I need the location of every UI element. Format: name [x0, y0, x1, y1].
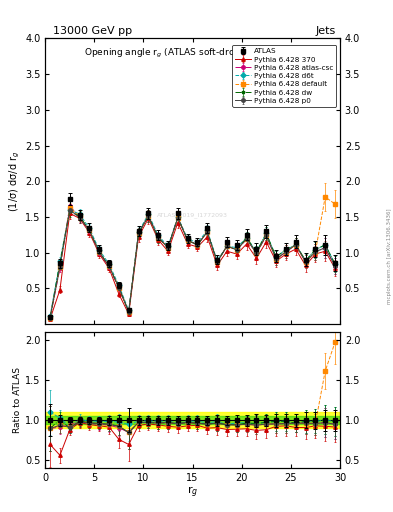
- Text: 13000 GeV pp: 13000 GeV pp: [53, 26, 132, 36]
- Text: ATLAS_2019_I1772093: ATLAS_2019_I1772093: [157, 212, 228, 218]
- Bar: [45, 413, 340, 429]
- X-axis label: r$_g$: r$_g$: [187, 485, 198, 500]
- Bar: [45, 416, 340, 424]
- Y-axis label: (1/σ) dσ/d r$_g$: (1/σ) dσ/d r$_g$: [7, 151, 22, 212]
- Text: mcplots.cern.ch [arXiv:1306.3436]: mcplots.cern.ch [arXiv:1306.3436]: [387, 208, 392, 304]
- Y-axis label: Ratio to ATLAS: Ratio to ATLAS: [13, 368, 22, 434]
- Legend: ATLAS, Pythia 6.428 370, Pythia 6.428 atlas-csc, Pythia 6.428 d6t, Pythia 6.428 : ATLAS, Pythia 6.428 370, Pythia 6.428 at…: [232, 45, 336, 107]
- Text: Jets: Jets: [316, 26, 336, 36]
- Text: Opening angle r$_g$ (ATLAS soft-drop observables): Opening angle r$_g$ (ATLAS soft-drop obs…: [84, 47, 301, 60]
